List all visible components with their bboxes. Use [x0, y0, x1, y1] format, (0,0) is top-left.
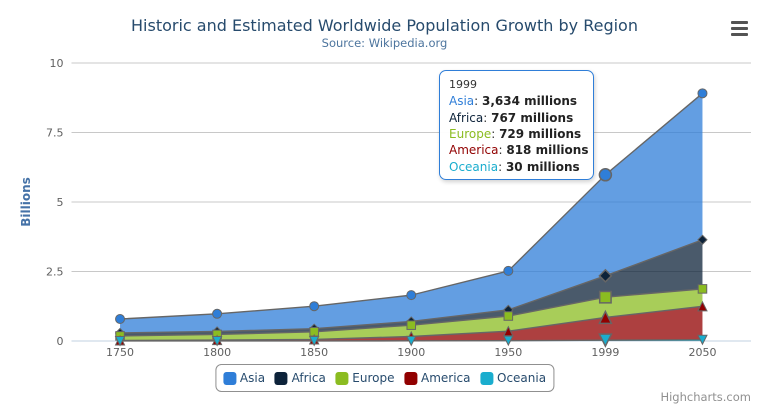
- legend-swatch-asia: [222, 371, 236, 385]
- legend-label: Oceania: [497, 371, 547, 385]
- legend-item-oceania[interactable]: Oceania: [480, 371, 546, 385]
- point-america-2050[interactable]: [697, 300, 708, 312]
- hamburger-icon: [731, 21, 748, 24]
- chart-title: Historic and Estimated Worldwide Populat…: [131, 16, 638, 35]
- x-axis-label: 1999: [591, 346, 619, 359]
- point-oceania-2050[interactable]: [697, 334, 708, 346]
- point-oceania-1950[interactable]: [503, 335, 514, 347]
- point-asia-1800[interactable]: [212, 308, 223, 319]
- x-axis-label: 1750: [106, 346, 134, 359]
- y-axis-label: 0: [57, 335, 64, 348]
- point-asia-2050[interactable]: [697, 88, 708, 99]
- area-asia[interactable]: [120, 93, 703, 333]
- point-asia-1950[interactable]: [503, 265, 514, 276]
- x-axis-label: 1950: [494, 346, 522, 359]
- legend-swatch-africa: [274, 371, 288, 385]
- legend-label: Europe: [352, 371, 395, 385]
- point-europe-1999[interactable]: [598, 290, 612, 304]
- point-america-1999[interactable]: [598, 309, 613, 325]
- point-asia-1999[interactable]: [598, 168, 613, 182]
- point-asia-1900[interactable]: [406, 290, 417, 301]
- legend-label: Asia: [239, 371, 266, 385]
- legend-swatch-america: [404, 371, 418, 385]
- markers-oceania[interactable]: [114, 333, 708, 348]
- markers-asia[interactable]: [115, 88, 708, 325]
- point-oceania-1850[interactable]: [308, 335, 320, 347]
- legend-item-america[interactable]: America: [404, 371, 471, 385]
- point-oceania-1750[interactable]: [114, 335, 126, 347]
- legend-swatch-europe: [335, 371, 349, 385]
- y-axis-label: 2.5: [46, 266, 64, 279]
- x-axis-label: 1900: [397, 346, 425, 359]
- legend-label: America: [421, 371, 471, 385]
- legend-swatch-oceania: [480, 371, 494, 385]
- area-africa[interactable]: [120, 239, 703, 336]
- point-europe-2050[interactable]: [697, 284, 708, 294]
- point-africa-2050[interactable]: [697, 234, 708, 245]
- y-axis-label: 7.5: [46, 127, 64, 140]
- y-axis-title: Billions: [19, 177, 33, 227]
- legend-label: Africa: [291, 371, 326, 385]
- x-axis-label: 2050: [688, 346, 716, 359]
- legend-item-europe[interactable]: Europe: [335, 371, 395, 385]
- point-oceania-1900[interactable]: [405, 335, 417, 347]
- hamburger-icon: [731, 33, 748, 36]
- point-europe-1950[interactable]: [503, 311, 514, 321]
- x-axis-labels: 1750 1800 1850 1900 1950 1999 2050: [106, 346, 716, 359]
- point-asia-1850[interactable]: [309, 301, 320, 312]
- context-menu-button[interactable]: [729, 21, 750, 36]
- y-axis-labels: 0 2.5 5 7.5 10: [46, 57, 64, 348]
- credits-link[interactable]: Highcharts.com: [660, 390, 751, 404]
- y-axis-label: 10: [50, 57, 64, 70]
- point-oceania-1999[interactable]: [598, 333, 613, 348]
- point-europe-1900[interactable]: [406, 320, 417, 330]
- y-axis-label: 5: [57, 196, 64, 209]
- hamburger-icon: [731, 27, 748, 30]
- area-america[interactable]: [120, 306, 703, 341]
- chart-subtitle: Source: Wikipedia.org: [321, 36, 448, 50]
- point-oceania-1800[interactable]: [211, 335, 223, 347]
- x-axis-label: 1800: [203, 346, 231, 359]
- legend-item-africa[interactable]: Africa: [274, 371, 326, 385]
- point-asia-1750[interactable]: [115, 314, 126, 325]
- x-axis-label: 1850: [300, 346, 328, 359]
- point-africa-1999[interactable]: [598, 268, 613, 283]
- legend: Asia Africa Europe America Oceania: [214, 364, 555, 392]
- legend-item-asia[interactable]: Asia: [222, 371, 266, 385]
